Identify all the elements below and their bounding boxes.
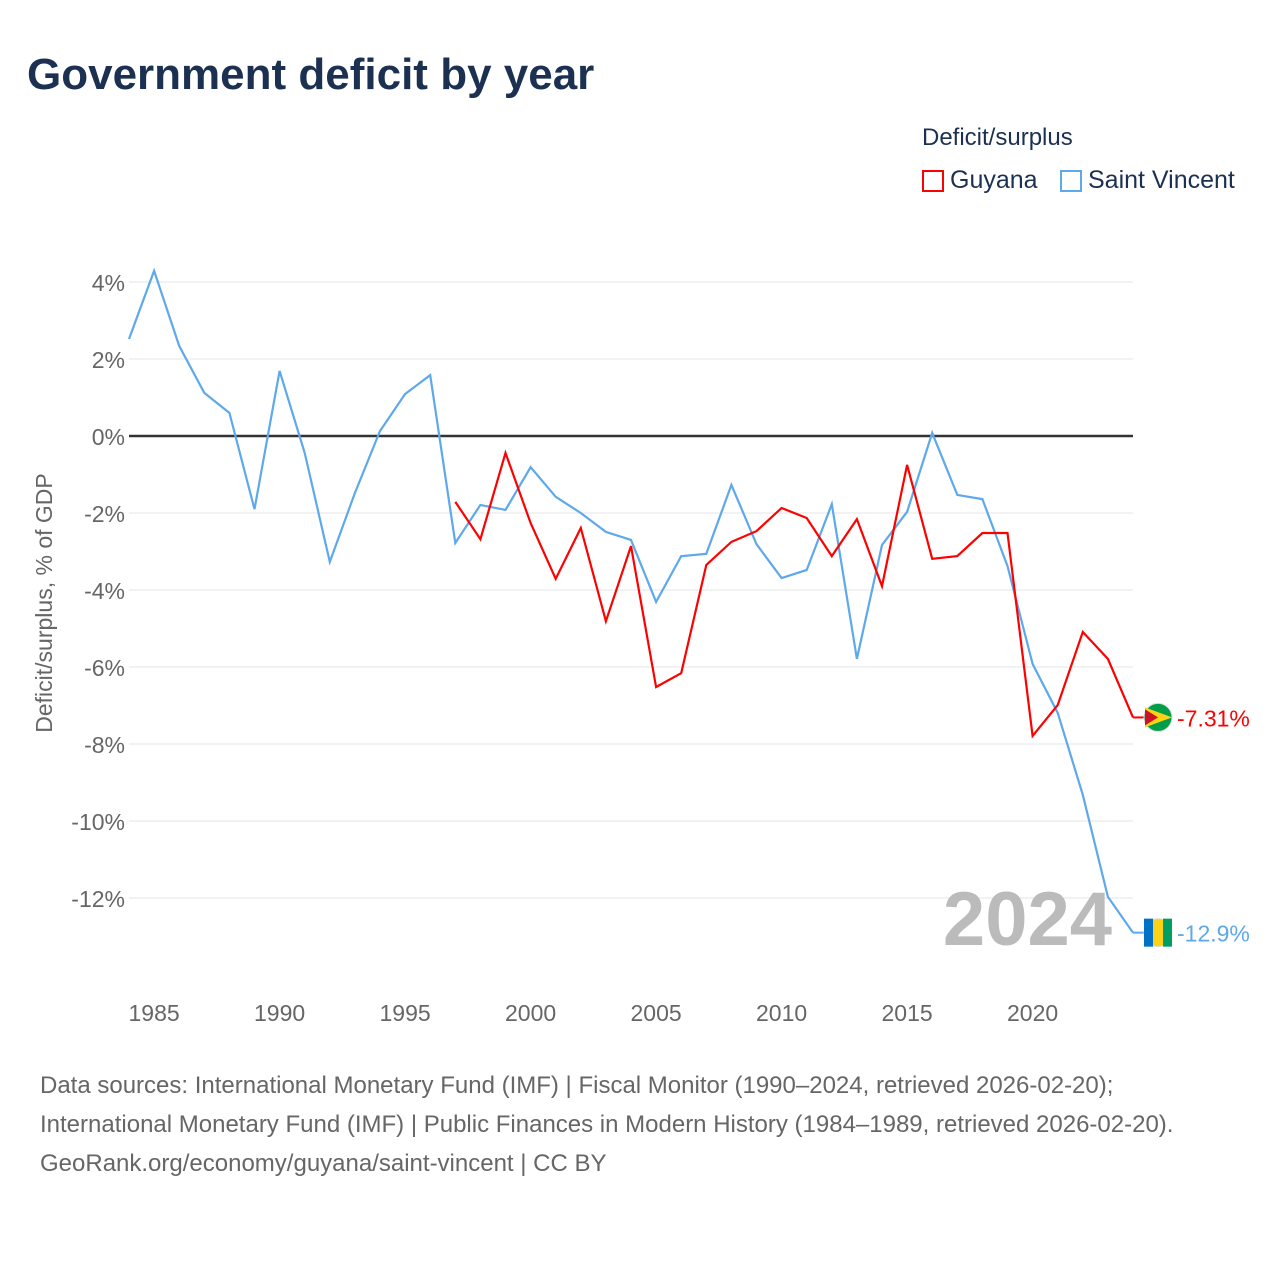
flag-triangle-inner — [1145, 709, 1158, 726]
y-tick-label: -8% — [84, 732, 125, 758]
legend-label: Saint Vincent — [1088, 166, 1235, 194]
x-tick-label: 2020 — [1007, 1000, 1058, 1026]
legend-swatch-saint-vincent — [1060, 169, 1082, 192]
chart-title: Government deficit by year — [27, 50, 595, 99]
x-tick-label: 1990 — [254, 1000, 305, 1026]
end-value-label: -12.9% — [1177, 921, 1250, 947]
y-tick-label: -10% — [71, 809, 125, 835]
x-tick-label: 2015 — [882, 1000, 933, 1026]
year-watermark: 2024 — [943, 877, 1112, 962]
x-tick-label: 2010 — [756, 1000, 807, 1026]
flag-stripe — [1163, 918, 1172, 947]
credit-link[interactable]: GeoRank.org/economy/guyana/saint-vincent… — [40, 1150, 607, 1177]
legend-swatch-guyana — [922, 169, 944, 192]
flag-stripe — [1144, 918, 1153, 947]
x-tick-label: 1995 — [380, 1000, 431, 1026]
y-tick-label: -4% — [84, 578, 125, 604]
legend-title: Deficit/surplus — [922, 124, 1073, 151]
y-tick-label: 2% — [92, 347, 125, 373]
x-tick-label: 2000 — [505, 1000, 556, 1026]
y-tick-label: -12% — [71, 886, 125, 912]
flag-triangle — [1145, 707, 1172, 728]
y-tick-label: -6% — [84, 655, 125, 681]
y-tick-label: 4% — [92, 270, 125, 296]
legend-item-saint-vincent[interactable]: Saint Vincent — [1060, 166, 1235, 195]
data-sources: Data sources: International Monetary Fun… — [40, 1072, 1174, 1138]
legend-label: Guyana — [950, 166, 1038, 194]
footer: Data sources: International Monetary Fun… — [40, 1066, 1240, 1183]
x-tick-label: 1985 — [129, 1000, 180, 1026]
legend-item-guyana[interactable]: Guyana — [922, 166, 1038, 195]
series-line-guyana — [454, 449, 1135, 739]
y-tick-label: 0% — [92, 424, 125, 450]
end-value-label: -7.31% — [1177, 705, 1250, 731]
y-axis-label: Deficit/surplus, % of GDP — [31, 473, 57, 732]
series-line-saint-vincent — [127, 267, 1134, 934]
y-tick-label: -2% — [84, 501, 125, 527]
x-tick-label: 2005 — [631, 1000, 682, 1026]
